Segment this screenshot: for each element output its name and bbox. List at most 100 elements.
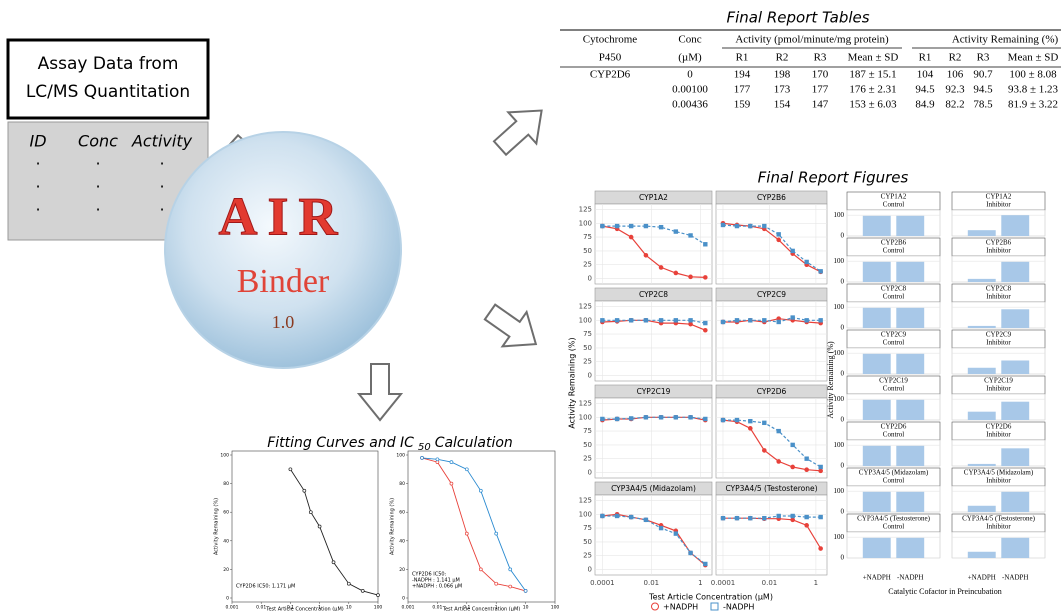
facet-subtitle: Control <box>883 247 904 255</box>
flow-arrow <box>486 95 556 164</box>
data-point <box>721 320 725 324</box>
bar <box>896 308 924 328</box>
flow-arrow <box>478 295 548 362</box>
data-point <box>721 418 725 422</box>
y-tick-label: 100 <box>579 510 592 518</box>
table-cell: 94.5 <box>915 84 935 96</box>
y-tick-label: 40 <box>223 538 229 544</box>
legend-label: +NADPH <box>663 603 698 611</box>
data-point <box>688 233 692 237</box>
facet-title: CYP3A4/5 (Midazolam) <box>964 469 1034 477</box>
facet-subtitle: Inhibitor <box>986 477 1011 485</box>
tables-title: Final Report Tables <box>726 9 869 27</box>
x-tick-label: 1 <box>814 579 818 587</box>
table-cell: 106 <box>947 69 964 81</box>
input-placeholder: . <box>95 173 100 192</box>
y-tick-label: 100 <box>834 211 845 219</box>
data-point <box>703 328 708 333</box>
facet-title: CYP2C19 <box>879 377 908 385</box>
data-point <box>703 562 707 566</box>
y-tick-label: 100 <box>834 487 845 495</box>
facet-panel <box>952 348 1045 374</box>
data-point <box>776 429 780 433</box>
y-tick-label: 0 <box>402 596 405 602</box>
figures-title: Final Report Figures <box>758 169 909 187</box>
data-point <box>762 448 767 453</box>
facet-title: CYP2C8 <box>639 290 668 299</box>
input-placeholder: . <box>159 150 164 169</box>
y-tick-label: 75 <box>583 524 592 532</box>
data-point <box>644 415 648 419</box>
y-tick-label: 100 <box>579 219 592 227</box>
y-tick-label: 20 <box>223 567 229 573</box>
table-cell: 92.3 <box>945 84 965 96</box>
x-tick-label: 0.01 <box>432 605 442 611</box>
y-tick-label: 60 <box>223 510 229 516</box>
y-tick-label: 0 <box>588 371 592 379</box>
data-point <box>818 469 823 474</box>
facet-panel <box>847 486 940 512</box>
facet-subtitle: Control <box>883 431 904 439</box>
table-cell: 0 <box>687 69 693 81</box>
y-tick-label: 40 <box>399 538 405 544</box>
y-tick-label: 100 <box>834 441 845 449</box>
table-cell: 0.00436 <box>672 99 708 111</box>
bar <box>1001 262 1029 282</box>
legend-swatch <box>711 603 718 610</box>
y-tick-label: 60 <box>399 510 405 516</box>
data-point <box>688 275 693 280</box>
facet-panel <box>595 204 712 284</box>
x-tick-label: 100 <box>374 605 383 611</box>
y-tick-label: 75 <box>583 233 592 241</box>
facet-title: CYP1A2 <box>639 193 668 202</box>
x-tick-label: 100 <box>551 605 560 611</box>
table-cell: 187 ± 15.1 <box>849 69 896 81</box>
input-column: ID <box>29 132 46 151</box>
y-tick-label: 25 <box>583 358 592 366</box>
y-tick-label: 25 <box>583 552 592 560</box>
y-tick-label: 100 <box>220 453 229 459</box>
y-tick-label: 0 <box>588 468 592 476</box>
data-point <box>465 468 468 471</box>
facet-subtitle: Inhibitor <box>986 431 1011 439</box>
data-point <box>450 482 453 485</box>
data-point <box>509 585 512 588</box>
data-point <box>804 467 809 472</box>
table-header: Mean ± SD <box>1008 52 1059 64</box>
y-tick-label: 100 <box>579 413 592 421</box>
y-tick-label: 80 <box>399 481 405 487</box>
facet-title: CYP2C9 <box>881 331 907 339</box>
data-point <box>703 321 707 325</box>
data-point <box>748 516 752 520</box>
table-cell: 100 ± 8.08 <box>1009 69 1057 81</box>
facet-panel <box>952 302 1045 328</box>
table-header: R2 <box>776 52 789 64</box>
facet-subtitle: Inhibitor <box>986 247 1011 255</box>
table-header: (µM) <box>678 52 702 64</box>
data-point <box>721 223 725 227</box>
data-point <box>804 456 808 460</box>
data-point <box>450 461 453 464</box>
bar <box>896 538 924 558</box>
facet-panel <box>952 440 1045 466</box>
data-point <box>762 516 766 520</box>
table-header: Conc <box>678 34 701 46</box>
flow-arrow <box>359 364 401 420</box>
data-point <box>688 415 692 419</box>
data-point <box>361 589 364 592</box>
data-point <box>629 318 633 322</box>
data-point <box>790 514 794 518</box>
bar <box>1001 309 1029 328</box>
facet-title: CYP2D6 <box>986 423 1012 431</box>
bar <box>968 412 996 420</box>
facet-title: CYP2B6 <box>986 239 1012 247</box>
table-header: R3 <box>977 52 990 64</box>
x-tick-label: 0.01 <box>256 605 266 611</box>
data-point <box>674 318 678 322</box>
data-point <box>721 516 725 520</box>
bar <box>1001 492 1029 512</box>
facet-panel <box>952 532 1045 558</box>
plot-frame <box>232 451 378 602</box>
bar <box>1001 538 1029 558</box>
fitting-title-part: Fitting Curves and IC <box>267 435 414 451</box>
